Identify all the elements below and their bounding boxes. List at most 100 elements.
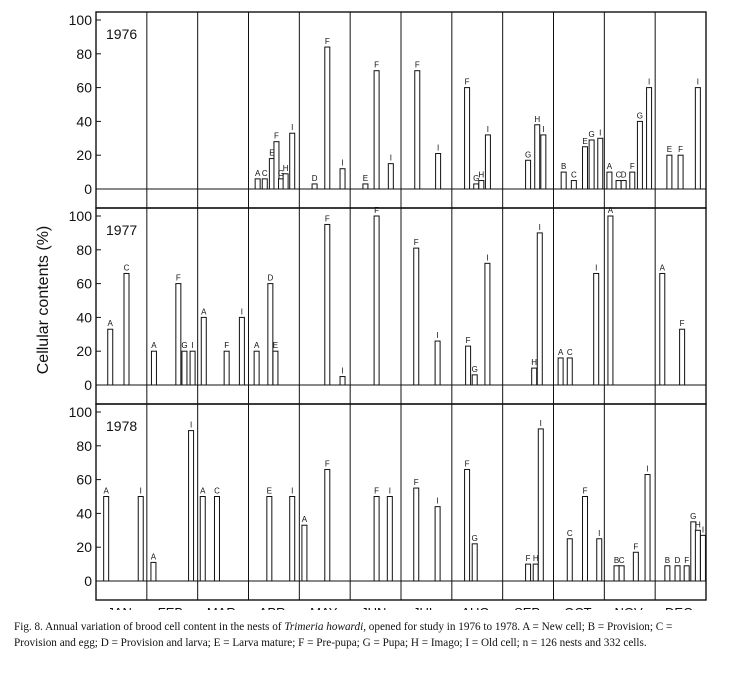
- bar-label: H: [531, 358, 537, 367]
- bar-label: F: [374, 487, 379, 496]
- bar-label: C: [616, 171, 622, 180]
- bar-label: H: [534, 115, 540, 124]
- bar-label: C: [567, 529, 573, 538]
- bar: [582, 146, 589, 190]
- month-label: MAY.: [310, 605, 339, 610]
- bar: [289, 132, 296, 190]
- y-tick-label: 40: [76, 113, 92, 129]
- bar: [261, 178, 268, 190]
- bar: [200, 316, 207, 386]
- bar-label: C: [124, 263, 130, 272]
- bar-label: F: [414, 478, 419, 487]
- bar-label: I: [702, 525, 704, 534]
- bar-label: E: [267, 487, 272, 496]
- panel-year-label: 1976: [106, 26, 137, 42]
- bar: [699, 534, 706, 582]
- y-tick-label: 40: [76, 505, 92, 521]
- bar: [181, 350, 188, 386]
- bar: [484, 134, 491, 190]
- y-tick-label: 40: [76, 309, 92, 325]
- caption-text-1: Fig. 8. Annual variation of brood cell c…: [14, 621, 285, 633]
- bar-label: C: [567, 348, 573, 357]
- bar: [464, 468, 471, 582]
- bar-label: C: [214, 487, 220, 496]
- bar: [644, 474, 651, 582]
- bar-label: A: [607, 162, 613, 171]
- bar: [540, 134, 547, 190]
- bar-label: F: [325, 37, 330, 46]
- bar-label: I: [598, 529, 600, 538]
- bar-label: B: [665, 556, 670, 565]
- bar-label: F: [415, 61, 420, 70]
- bar: [213, 496, 220, 582]
- bar-label: I: [241, 307, 243, 316]
- bar: [570, 180, 577, 190]
- caption-text-2: , opened for study in 1976 to 1978. A = …: [14, 621, 673, 649]
- y-tick-label: 80: [76, 46, 92, 62]
- month-label: JAN.: [107, 605, 135, 610]
- bar-label: A: [151, 341, 157, 350]
- y-tick-label: 60: [76, 276, 92, 292]
- bar-label: I: [291, 487, 293, 496]
- bar: [267, 283, 274, 386]
- bar-label: I: [341, 367, 343, 376]
- bar: [150, 350, 157, 386]
- bar: [566, 538, 573, 582]
- bar-label: I: [390, 154, 392, 163]
- bar-label: D: [312, 174, 318, 183]
- bar: [537, 428, 544, 582]
- bar: [301, 524, 308, 582]
- bar-label: F: [176, 274, 181, 283]
- bar-label: E: [582, 137, 587, 146]
- bar: [471, 543, 478, 582]
- bar-label: A: [201, 307, 207, 316]
- bar: [632, 551, 639, 582]
- bar-label: I: [437, 144, 439, 153]
- bar: [646, 87, 653, 190]
- figure-caption: Fig. 8. Annual variation of brood cell c…: [14, 620, 714, 652]
- bar: [282, 173, 289, 190]
- bar-label: H: [478, 171, 484, 180]
- bar: [588, 139, 595, 190]
- y-tick-label: 60: [76, 80, 92, 96]
- bar: [414, 70, 421, 190]
- y-tick-label: 100: [69, 208, 93, 224]
- bar: [596, 538, 603, 582]
- y-tick-label: 0: [84, 573, 92, 589]
- y-tick-label: 20: [76, 539, 92, 555]
- bar: [175, 283, 182, 386]
- bar: [525, 563, 532, 582]
- bar-label: F: [374, 206, 379, 215]
- bar: [597, 137, 604, 190]
- bar-label: I: [595, 263, 597, 272]
- bar-label: A: [151, 552, 157, 561]
- bar-label: B: [561, 162, 566, 171]
- bar: [188, 430, 195, 582]
- month-label: FEB.: [158, 605, 187, 610]
- bar: [254, 178, 261, 190]
- bar-label: F: [325, 214, 330, 223]
- bar: [536, 232, 543, 386]
- y-tick-label: 0: [84, 377, 92, 393]
- bar-label: H: [695, 520, 701, 529]
- bar: [339, 168, 346, 190]
- bar: [324, 223, 331, 386]
- bar-label: E: [269, 149, 274, 158]
- bar: [629, 171, 636, 190]
- bar-label: I: [291, 123, 293, 132]
- bar: [525, 159, 532, 190]
- bar-label: I: [436, 497, 438, 506]
- bar-label: F: [526, 554, 531, 563]
- bar-label: F: [684, 556, 689, 565]
- bar: [253, 350, 260, 386]
- bar: [677, 154, 684, 190]
- bar: [566, 357, 573, 386]
- bar-label: C: [262, 169, 268, 178]
- bar: [473, 183, 480, 190]
- bar: [694, 529, 701, 582]
- bar: [582, 496, 589, 582]
- bar: [137, 496, 144, 582]
- month-label: MAR.: [207, 605, 240, 610]
- bar: [659, 272, 666, 386]
- bar-label: E: [273, 341, 278, 350]
